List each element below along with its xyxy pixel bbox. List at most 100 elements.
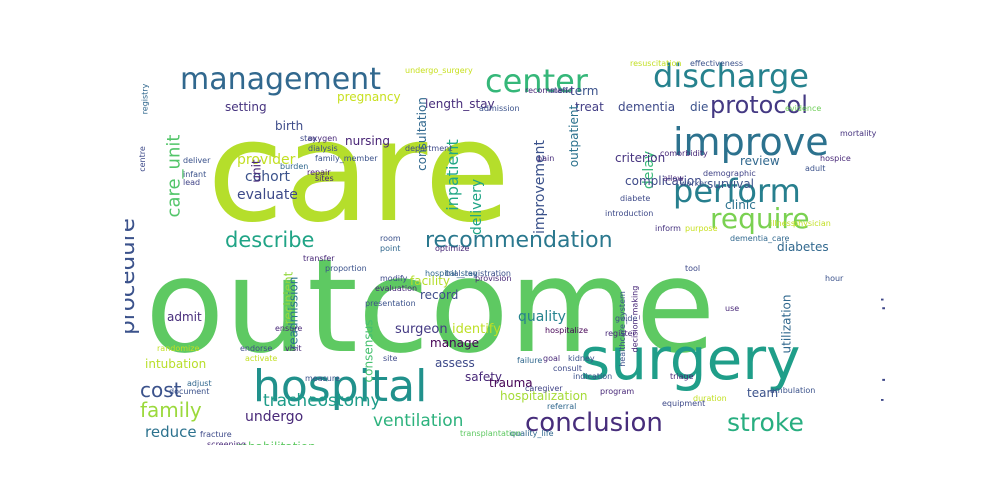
word-describe: describe — [225, 228, 315, 252]
word-management: management — [180, 62, 381, 97]
word-complication: complication — [625, 174, 702, 188]
word-nursing: nursing — [345, 134, 390, 148]
word-caregiver: caregiver — [525, 384, 563, 393]
word-survival: survival — [707, 177, 755, 191]
word-cohort: cohort — [245, 169, 290, 185]
word-effectiveness: effectiveness — [690, 59, 744, 68]
word-sites: sites — [315, 174, 334, 183]
word-admit: admit — [167, 310, 202, 324]
word-adjust: adjust — [187, 379, 212, 388]
word-reduce: reduce — [145, 423, 197, 441]
word-readmission: readmission — [286, 276, 301, 350]
word-ventilation: ventilation — [373, 411, 464, 431]
word-illness: illness — [770, 219, 795, 228]
word-decision-making: decision_making — [630, 285, 640, 353]
word-use: use — [725, 304, 740, 313]
word-ambulation: ambulation — [770, 386, 816, 395]
word-hospitalize: hospitalize — [545, 326, 589, 335]
word-surgery: surgery — [580, 325, 801, 393]
word-site: site — [383, 354, 398, 363]
word-consensus: consensus — [361, 319, 376, 383]
word-centre: centre — [137, 146, 147, 172]
word-length-stay: length_stay — [425, 97, 495, 111]
word-demographic: demographic — [703, 169, 756, 178]
word-hospital-stay: hospital_stay — [425, 269, 478, 278]
word-randomize: randomize — [157, 344, 200, 353]
word-registry: registry — [140, 83, 150, 115]
word-deliver: deliver — [183, 156, 211, 165]
word-evaluate: evaluate — [237, 187, 298, 203]
word-trial-registration: trial_registration — [445, 269, 511, 278]
word-intervention: intervention — [878, 269, 885, 403]
word-quality: quality — [518, 309, 566, 325]
word-stroke: stroke — [727, 408, 804, 437]
word-die: die — [690, 100, 709, 114]
word-cloud: care outcome surgery hospital management cent… — [125, 55, 885, 445]
word-mortality: mortality — [840, 129, 877, 138]
word-oxygen: oxygen — [308, 134, 338, 143]
word-review: review — [740, 154, 780, 168]
word-equipment: equipment — [662, 399, 706, 408]
word-evidence: evidence — [785, 104, 822, 113]
word-dementia-care: dementia_care — [730, 234, 790, 243]
word-trauma: trauma — [489, 376, 533, 390]
word-perform: perform — [673, 172, 801, 210]
word-measure: measure — [305, 374, 340, 383]
word-staff: staff — [550, 86, 568, 95]
word-manage: manage — [430, 336, 480, 350]
word-setting: setting — [225, 100, 267, 114]
word-birth: birth — [275, 119, 304, 133]
word-dialysis: dialysis — [308, 144, 338, 153]
word-physician: physician — [793, 219, 831, 228]
word-safety: safety — [465, 370, 503, 384]
word-visit: visit — [285, 344, 302, 353]
word-term: term — [570, 84, 599, 98]
word-lead: lead — [183, 178, 201, 187]
word-optimize: optimize — [435, 244, 470, 253]
word-family: family — [140, 398, 202, 422]
word-tracheostomy: tracheostomy — [263, 391, 381, 411]
word-provider: provider — [237, 152, 296, 168]
word-recommendation: recommendation — [425, 228, 613, 253]
word-guide: guide — [615, 314, 638, 323]
word-treat: treat — [575, 100, 604, 114]
word-infant: infant — [183, 170, 207, 179]
word-cost: cost — [140, 378, 182, 402]
word-procedure: procedure — [125, 218, 140, 335]
word-tool: tool — [685, 264, 701, 273]
word-endorse: endorse — [240, 344, 273, 353]
word-document: document — [169, 387, 210, 396]
word-require: require — [710, 202, 810, 235]
word-discharge: discharge — [653, 57, 809, 95]
word-provision: provision — [475, 274, 512, 283]
word-criterion: criterion — [615, 151, 666, 165]
word-duration: duration — [693, 394, 727, 403]
word-resuscitation: resuscitation — [630, 59, 682, 68]
word-indication: indication — [573, 372, 613, 381]
word-hour: hour — [825, 274, 844, 283]
word-improve: improve — [673, 120, 829, 164]
word-department: department — [405, 144, 453, 153]
word-undergo: undergo — [245, 409, 304, 425]
word-recommend: recommend — [525, 86, 573, 95]
word-activate: activate — [245, 354, 278, 363]
word-outcome: outcome — [145, 230, 716, 382]
word-pain: pain — [537, 154, 555, 163]
word-record: record — [420, 288, 459, 302]
word-hospital: hospital — [253, 361, 428, 412]
word-care: care — [207, 91, 511, 254]
word-screening: screening — [207, 440, 246, 446]
word-outpatient: outpatient — [567, 104, 582, 168]
word-assess: assess — [435, 356, 475, 370]
word-undergo-surgery: undergo_surgery — [405, 66, 473, 75]
word-inform: inform — [655, 224, 681, 233]
word-diabetes: diabetes — [777, 240, 829, 254]
word-consult: consult — [553, 364, 582, 373]
word-kidney: kidney — [568, 354, 595, 363]
word-clinic: clinic — [725, 198, 756, 212]
word-referral: referral — [547, 402, 577, 411]
word-conclusion: conclusion — [525, 408, 663, 438]
word-comorbidity: comorbidity — [660, 149, 708, 158]
word-hospice: hospice — [820, 154, 851, 163]
word-program: program — [600, 387, 635, 396]
